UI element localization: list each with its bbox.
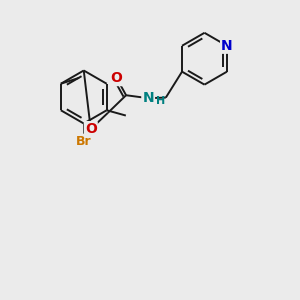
- Text: O: O: [85, 122, 97, 136]
- Text: N: N: [142, 91, 154, 105]
- Text: N: N: [221, 39, 233, 53]
- Text: O: O: [111, 71, 123, 85]
- Text: H: H: [156, 96, 166, 106]
- Text: Br: Br: [76, 135, 92, 148]
